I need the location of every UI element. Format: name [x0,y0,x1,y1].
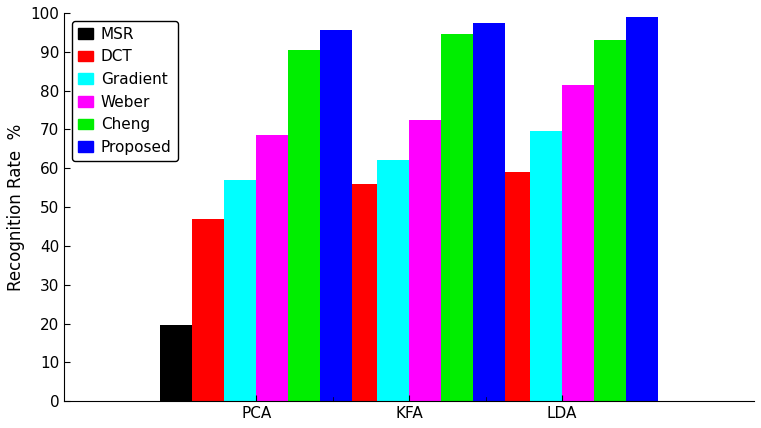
Bar [530,131,562,401]
Bar [224,180,256,401]
Bar [256,135,288,401]
Bar [626,17,658,401]
Bar [466,265,498,401]
Bar [320,30,352,401]
Bar [441,34,473,401]
Bar [161,325,193,401]
Bar [314,316,345,401]
Y-axis label: Recognition Rate  %: Recognition Rate % [7,123,25,291]
Bar [473,23,505,401]
Bar [345,184,377,401]
Bar [594,40,626,401]
Legend: MSR, DCT, Gradient, Weber, Cheng, Proposed: MSR, DCT, Gradient, Weber, Cheng, Propos… [72,21,178,161]
Bar [193,219,224,401]
Bar [377,160,409,401]
Bar [562,85,594,401]
Bar [409,120,441,401]
Bar [498,172,530,401]
Bar [288,50,320,401]
